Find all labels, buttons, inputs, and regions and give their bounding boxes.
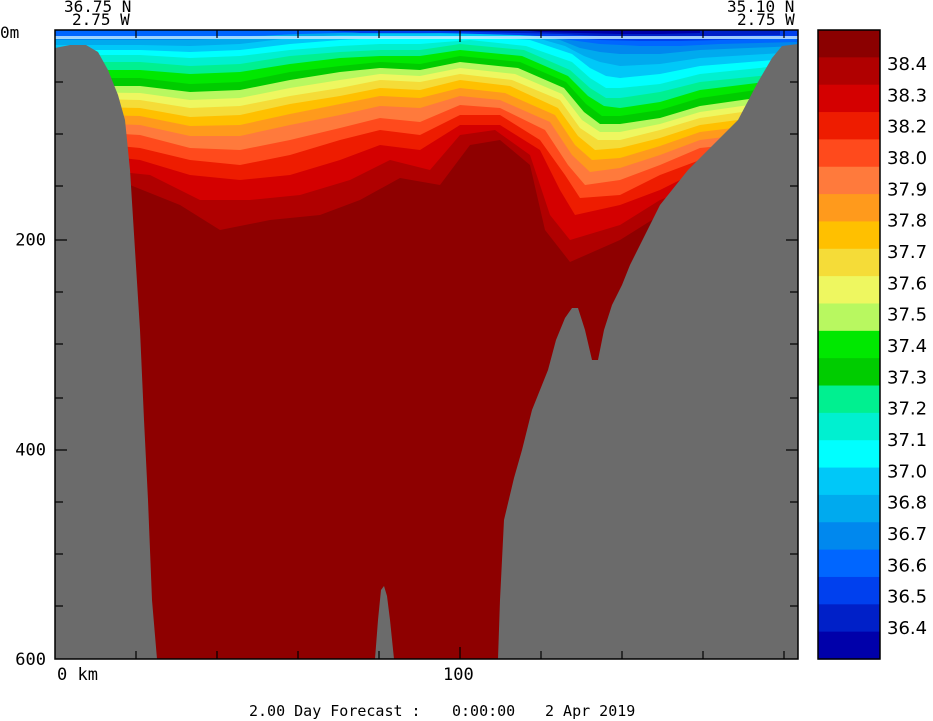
y-tick-labels: 200 400 600 [15, 231, 46, 670]
start-lat-label: 36.75 N [64, 0, 131, 16]
colorbar-swatch [818, 248, 880, 277]
colorbar-swatch [818, 166, 880, 195]
x-tick-label: 100 [443, 665, 474, 685]
band-36-0 [520, 30, 700, 34]
surface-line [55, 36, 798, 39]
colorbar-swatch [818, 330, 880, 359]
colorbar-label: 36.5 [887, 587, 927, 608]
x-tick-labels: 0 km 100 [57, 665, 474, 685]
tick-marks [55, 30, 798, 659]
colorbar-swatch [818, 549, 880, 578]
colorbar-swatch [818, 139, 880, 168]
colorbar-label: 37.6 [887, 273, 927, 294]
colorbar-label: 37.1 [887, 430, 927, 451]
colorbar-label: 38.3 [887, 85, 927, 106]
colorbar-label: 36.4 [887, 618, 927, 639]
colorbar-label: 36.7 [887, 524, 927, 545]
colorbar-label: 37.7 [887, 242, 927, 263]
colorbar-label: 38.4 [887, 54, 927, 75]
colorbar-swatch [818, 440, 880, 469]
colorbar-label: 37.0 [887, 461, 927, 482]
colorbar-swatch [818, 221, 880, 250]
colorbar-swatch [818, 604, 880, 633]
colorbar-swatch [818, 412, 880, 441]
colorbar-label: 38.0 [887, 148, 927, 169]
colorbar-swatch [818, 30, 880, 58]
colorbar-swatch [818, 494, 880, 523]
colorbar-swatch [818, 194, 880, 223]
colorbar-label: 38.2 [887, 117, 927, 138]
colorbar-swatch [818, 112, 880, 140]
colorbar-label: 36.6 [887, 555, 927, 576]
colorbar-swatch [818, 522, 880, 551]
y-tick-label: 600 [15, 650, 46, 670]
colorbar-label: 37.3 [887, 367, 927, 388]
colorbar-label: 37.4 [887, 336, 927, 357]
footer-forecast: 2.00 Day Forecast : [249, 702, 421, 720]
colorbar-frame [817, 29, 881, 660]
colorbar-swatch [818, 385, 880, 414]
end-lon-label: 2.75 W [737, 10, 795, 29]
colorbar-swatch [818, 57, 880, 86]
colorbar-swatch [818, 358, 880, 387]
start-lon-label: 2.75 W [72, 10, 130, 29]
colorbar-labels: 38.4 38.3 38.2 38.0 37.9 37.8 37.7 37.6 37.5 37.4… [887, 54, 927, 639]
colorbar-swatch [818, 303, 880, 332]
colorbar-swatch [818, 576, 880, 605]
colorbar-label: 37.8 [887, 211, 927, 232]
y-tick-label: 400 [15, 440, 46, 460]
colorbar [818, 30, 880, 660]
section-plot [55, 30, 798, 659]
colorbar-swatch [818, 467, 880, 496]
footer-time: 0:00:00 [452, 702, 515, 720]
colorbar-swatch [818, 84, 880, 113]
y-top-label: 0m [0, 23, 19, 42]
colorbar-label: 37.5 [887, 305, 927, 326]
colorbar-label: 37.9 [887, 179, 927, 200]
colorbar-swatch [818, 276, 880, 305]
footer-date: 2 Apr 2019 [545, 702, 635, 720]
land-right [498, 44, 798, 659]
colorbar-swatch [818, 631, 880, 660]
colorbar-label: 37.2 [887, 399, 927, 420]
colorbar-label: 36.8 [887, 493, 927, 514]
x-tick-label: 0 km [57, 665, 98, 685]
land-left [55, 30, 157, 659]
y-tick-label: 200 [15, 231, 46, 251]
land-seamount [375, 586, 394, 659]
end-lat-label: 35.10 N [727, 0, 794, 16]
